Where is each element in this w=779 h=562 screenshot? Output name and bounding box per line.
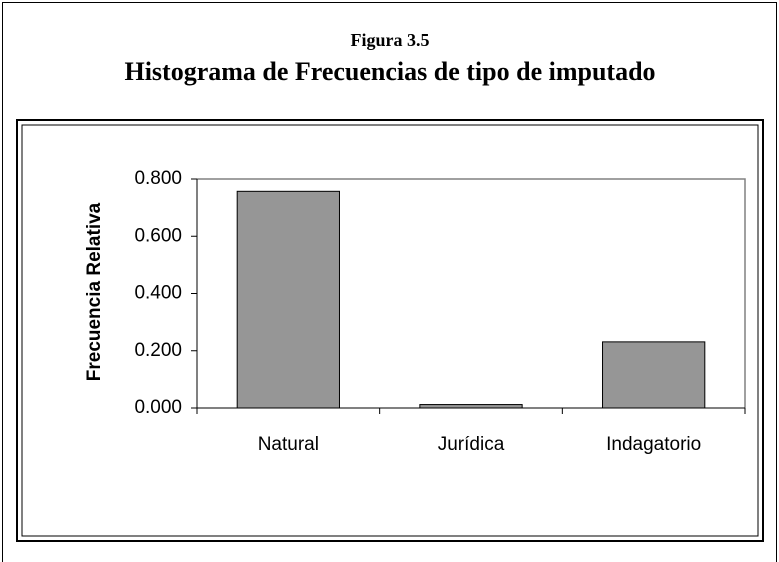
- bar: [602, 341, 706, 409]
- y-axis-label: Frecuencia Relativa: [84, 202, 105, 381]
- y-tick-label: 0.200: [134, 340, 182, 361]
- y-tick-label: 0.400: [134, 283, 182, 304]
- x-tick-label: Jurídica: [438, 434, 505, 455]
- y-tick-label: 0.000: [134, 397, 182, 418]
- bar: [236, 190, 340, 409]
- chart-frame: [16, 119, 764, 542]
- plot-frame: [197, 178, 746, 408]
- y-tick-label: 0.800: [134, 168, 182, 189]
- chart-title: Histograma de Frecuencias de tipo de imp…: [124, 57, 655, 86]
- x-tick-label: Natural: [258, 434, 319, 455]
- chart-supertitle: Figura 3.5: [351, 30, 430, 50]
- bar: [419, 404, 523, 409]
- chart-frame-inner: [21, 124, 759, 537]
- y-tick-label: 0.600: [134, 225, 182, 246]
- x-tick-label: Indagatorio: [606, 434, 701, 455]
